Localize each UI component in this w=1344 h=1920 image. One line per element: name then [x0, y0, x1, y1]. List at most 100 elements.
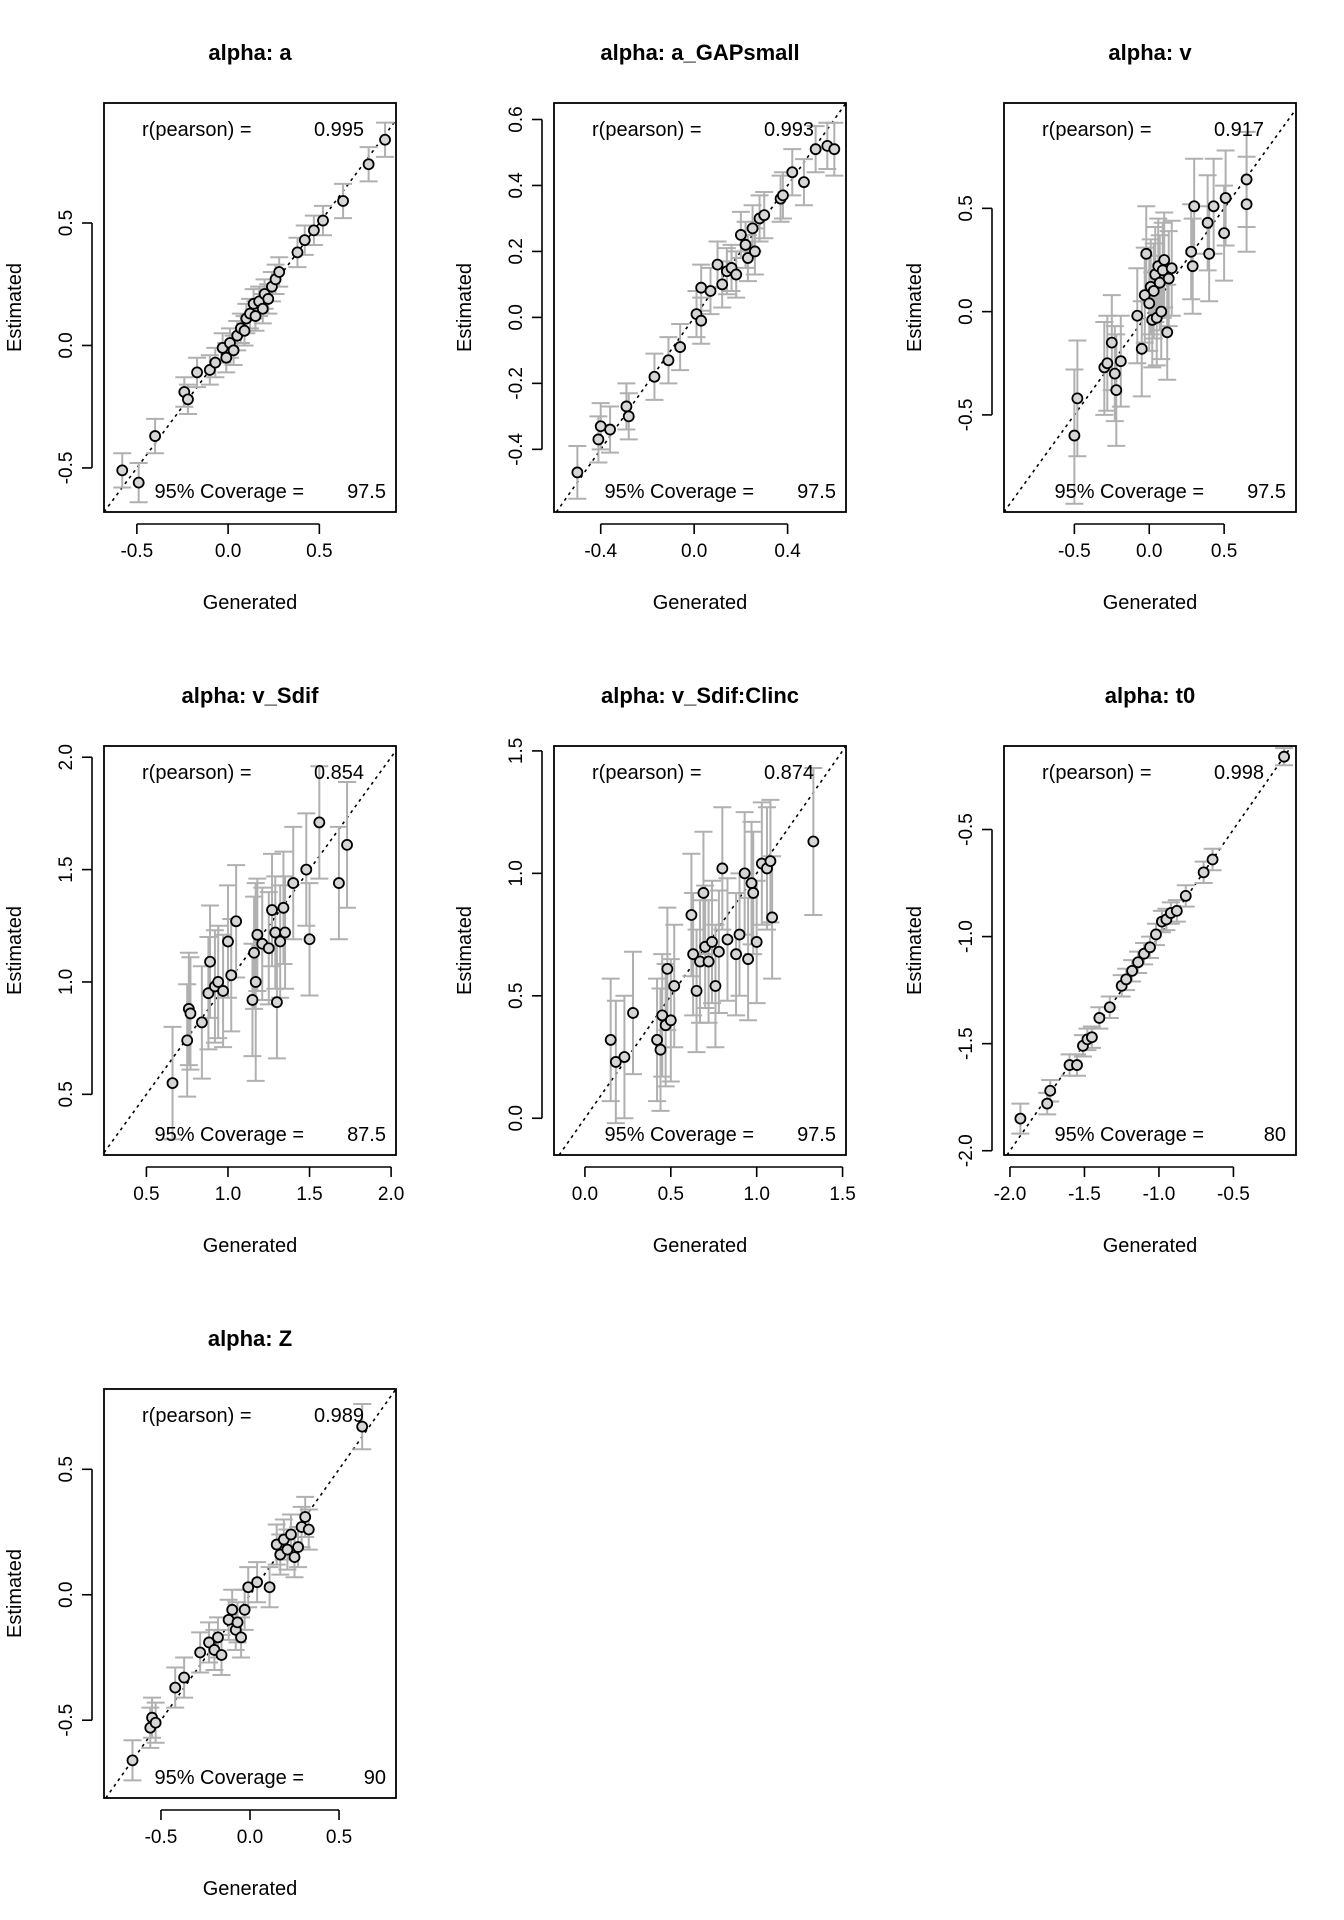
data-point — [266, 904, 278, 916]
data-point — [149, 430, 162, 442]
panel-title: alpha: a — [208, 40, 292, 65]
panel-title: alpha: Z — [208, 1326, 292, 1351]
panel-6: alpha: t0 -2.0 -1.5 -1.0 -0.5 -2.0 -1.5 -1.0 -0.… — [904, 683, 1297, 1257]
y-tick-label: 0.0 — [56, 332, 77, 358]
x-axis-label: Generated — [203, 592, 298, 614]
data-point — [1041, 1097, 1054, 1110]
data-point — [730, 268, 743, 281]
data-point — [622, 410, 635, 423]
data-point — [697, 887, 710, 899]
data-point — [226, 1603, 239, 1616]
coverage-value: 87.5 — [347, 1124, 386, 1146]
data-point — [262, 942, 275, 955]
data-point — [298, 234, 311, 247]
x-tick-label: 0.5 — [326, 1827, 352, 1848]
data-point — [1147, 285, 1160, 297]
data-point — [279, 926, 291, 939]
plot-frame — [103, 102, 397, 513]
data-point — [604, 423, 616, 436]
x-tick-label: 1.0 — [743, 1184, 769, 1205]
correlation-label: r(pearson) = — [592, 762, 702, 784]
data-point — [238, 1603, 251, 1616]
coverage-label: 95% Coverage = — [1054, 1124, 1204, 1146]
data-point — [1014, 1112, 1027, 1125]
data-point — [1207, 200, 1220, 213]
y-tick-label: 0.0 — [506, 1105, 527, 1131]
data-point — [747, 887, 760, 899]
y-tick-label: -0.2 — [506, 367, 527, 400]
data-point — [758, 209, 771, 222]
data-point — [1188, 200, 1201, 213]
data-point — [1132, 956, 1144, 969]
data-point — [303, 933, 316, 946]
data-point — [271, 996, 283, 1009]
y-axis-label: Estimated — [4, 263, 26, 352]
y-tick-label: -0.4 — [506, 433, 527, 466]
data-point — [1103, 1001, 1116, 1014]
y-tick-label: -2.0 — [956, 1134, 977, 1167]
x-tick-label: 0.0 — [237, 1827, 263, 1848]
data-point — [291, 246, 304, 259]
data-point — [132, 476, 145, 489]
data-point — [738, 867, 751, 880]
x-tick-label: -0.5 — [1217, 1184, 1250, 1205]
panel-title: alpha: v — [1108, 40, 1192, 65]
data-point — [777, 189, 789, 202]
data-point — [262, 293, 275, 305]
panel-4: alpha: v_Sdif 0.5 1.0 1.5 2.0 0.5 1.0 1.5 2.0 Gen… — [4, 683, 404, 1257]
data-point — [230, 915, 243, 928]
x-tick-label: 0.5 — [133, 1184, 159, 1205]
data-point — [281, 1543, 294, 1556]
y-axis-label: Estimated — [454, 906, 476, 995]
plot-frame — [553, 745, 847, 1156]
y-axis-label: Estimated — [454, 263, 476, 352]
correlation-value: 0.917 — [1214, 119, 1264, 141]
data-point — [1150, 928, 1162, 941]
data-point — [687, 948, 700, 961]
y-tick-label: -0.5 — [56, 452, 77, 485]
data-point — [333, 877, 345, 889]
data-point — [1071, 392, 1084, 405]
data-point — [709, 980, 722, 992]
data-point — [1140, 247, 1153, 260]
y-tick-label: 1.0 — [506, 860, 527, 886]
data-point — [263, 1581, 276, 1594]
plot-frame — [103, 745, 397, 1156]
identity-line — [103, 119, 397, 513]
panel-3: alpha: v -0.5 0.0 0.5 -0.5 0.0 0.5 Generated Est… — [904, 40, 1297, 614]
coverage-value: 97.5 — [347, 481, 386, 503]
y-tick-label: -1.0 — [956, 920, 977, 953]
data-point — [1068, 429, 1081, 442]
y-axis-label: Estimated — [904, 906, 926, 995]
data-point — [195, 1016, 208, 1029]
data-point — [379, 133, 391, 146]
data-point — [748, 245, 761, 258]
correlation-value: 0.993 — [764, 119, 814, 141]
data-point — [1131, 309, 1144, 322]
data-point — [809, 143, 822, 156]
data-point — [341, 838, 353, 851]
x-axis-label: Generated — [1103, 1235, 1198, 1257]
data-point — [1114, 355, 1127, 368]
data-point — [716, 278, 729, 291]
data-point — [702, 955, 715, 968]
data-point — [1179, 889, 1192, 902]
data-point — [712, 945, 725, 958]
panel-title: alpha: a_GAPsmall — [600, 40, 799, 65]
data-point — [711, 258, 724, 271]
data-point — [1218, 227, 1231, 240]
data-point — [337, 195, 349, 207]
data-point — [313, 816, 326, 829]
data-point — [668, 980, 681, 992]
data-point — [674, 341, 687, 353]
data-point — [706, 936, 718, 948]
data-point — [126, 1754, 139, 1767]
x-tick-label: -0.4 — [584, 541, 617, 562]
x-tick-label: -1.0 — [1143, 1184, 1176, 1205]
data-point — [1240, 198, 1253, 211]
x-tick-label: 1.5 — [296, 1184, 322, 1205]
correlation-label: r(pearson) = — [142, 762, 252, 784]
data-point — [716, 862, 729, 875]
data-point — [212, 976, 225, 988]
data-point — [1165, 262, 1178, 275]
